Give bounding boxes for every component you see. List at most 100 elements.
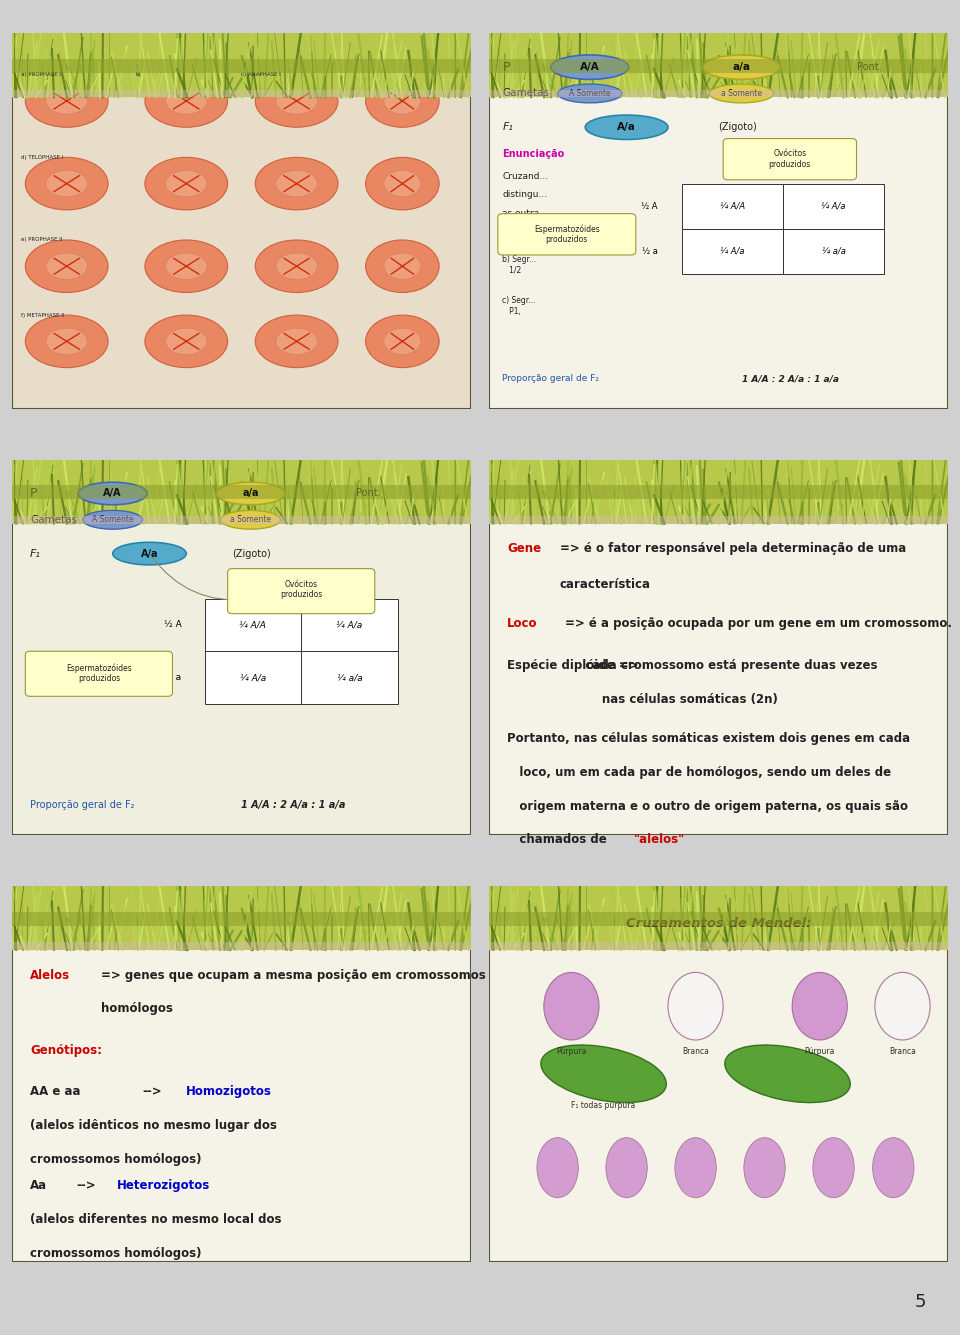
Text: ½ a: ½ a bbox=[341, 579, 358, 589]
Ellipse shape bbox=[276, 171, 318, 196]
Text: ½ A: ½ A bbox=[724, 168, 740, 176]
FancyBboxPatch shape bbox=[12, 33, 471, 97]
FancyBboxPatch shape bbox=[12, 59, 471, 73]
Text: ½ a: ½ a bbox=[164, 673, 181, 682]
Text: Proporção geral de F₂: Proporção geral de F₂ bbox=[502, 374, 599, 383]
Text: ½ A: ½ A bbox=[244, 579, 262, 589]
Bar bbox=[682, 228, 783, 274]
Text: Espermatozóides
produzidos: Espermatozóides produzidos bbox=[66, 663, 132, 684]
Text: homólogos: homólogos bbox=[101, 1003, 173, 1016]
Ellipse shape bbox=[537, 1137, 578, 1197]
Ellipse shape bbox=[25, 240, 108, 292]
Text: 5: 5 bbox=[915, 1294, 926, 1311]
FancyBboxPatch shape bbox=[489, 459, 948, 523]
Bar bbox=[682, 184, 783, 228]
Text: -->: --> bbox=[143, 1085, 162, 1099]
Text: a/a: a/a bbox=[242, 489, 259, 498]
Bar bbox=[301, 598, 397, 651]
Ellipse shape bbox=[709, 84, 774, 103]
Text: -->: --> bbox=[76, 1179, 96, 1192]
Text: 1 A/A : 2 A/a : 1 a/a: 1 A/A : 2 A/a : 1 a/a bbox=[741, 374, 838, 383]
Text: cromossomos homólogos): cromossomos homólogos) bbox=[30, 1152, 202, 1165]
Text: Aa: Aa bbox=[30, 1179, 47, 1192]
Text: a) PROPHASE I: a) PROPHASE I bbox=[21, 72, 60, 77]
Text: chamados de: chamados de bbox=[507, 833, 611, 846]
FancyBboxPatch shape bbox=[489, 59, 948, 73]
Text: Ovócitos
produzidos: Ovócitos produzidos bbox=[280, 579, 323, 599]
FancyBboxPatch shape bbox=[489, 89, 948, 97]
Text: (Zigoto): (Zigoto) bbox=[718, 123, 757, 132]
Text: Branca: Branca bbox=[683, 1047, 709, 1056]
Text: cromossomos homólogos): cromossomos homólogos) bbox=[30, 1247, 202, 1259]
Text: Heterozigotos: Heterozigotos bbox=[117, 1179, 210, 1192]
Text: ½ A: ½ A bbox=[641, 202, 658, 211]
Text: a Somente: a Somente bbox=[230, 515, 271, 525]
FancyBboxPatch shape bbox=[12, 886, 471, 949]
Ellipse shape bbox=[145, 158, 228, 210]
FancyBboxPatch shape bbox=[489, 943, 948, 949]
Text: Púrpura: Púrpura bbox=[804, 1047, 835, 1056]
Text: Espermatozóides
produzidos: Espermatozóides produzidos bbox=[534, 224, 600, 244]
FancyBboxPatch shape bbox=[489, 33, 948, 409]
Text: e) PROPHASE II: e) PROPHASE II bbox=[21, 238, 62, 243]
Ellipse shape bbox=[78, 482, 147, 505]
Ellipse shape bbox=[145, 240, 228, 292]
Ellipse shape bbox=[384, 328, 420, 355]
Text: a Somente: a Somente bbox=[721, 89, 762, 97]
FancyBboxPatch shape bbox=[489, 513, 948, 523]
Text: 1 A/A : 2 A/a : 1 a/a: 1 A/A : 2 A/a : 1 a/a bbox=[242, 800, 346, 810]
Text: a/a: a/a bbox=[732, 63, 751, 72]
FancyBboxPatch shape bbox=[489, 939, 948, 949]
Ellipse shape bbox=[384, 88, 420, 113]
Ellipse shape bbox=[668, 972, 723, 1040]
Text: origem materna e o outro de origem paterna, os quais são: origem materna e o outro de origem pater… bbox=[507, 800, 908, 813]
Ellipse shape bbox=[873, 1137, 914, 1197]
Ellipse shape bbox=[255, 240, 338, 292]
Text: Alelos: Alelos bbox=[30, 969, 70, 981]
Ellipse shape bbox=[165, 171, 207, 196]
Text: (alelos diferentes no mesmo local dos: (alelos diferentes no mesmo local dos bbox=[30, 1212, 281, 1226]
FancyBboxPatch shape bbox=[489, 33, 948, 97]
Text: ½ A: ½ A bbox=[163, 621, 181, 629]
Text: P: P bbox=[502, 60, 510, 73]
Text: F₁: F₁ bbox=[30, 549, 40, 558]
Text: Loco: Loco bbox=[507, 617, 538, 630]
Ellipse shape bbox=[46, 171, 87, 196]
Ellipse shape bbox=[216, 482, 285, 505]
Text: Púrpura: Púrpura bbox=[556, 1047, 587, 1056]
Ellipse shape bbox=[165, 328, 207, 355]
Text: a) F1 he...: a) F1 he... bbox=[502, 232, 540, 242]
FancyBboxPatch shape bbox=[12, 943, 471, 949]
Text: ¼ A/a: ¼ A/a bbox=[720, 247, 745, 256]
Ellipse shape bbox=[675, 1137, 716, 1197]
Text: ¼ a/a: ¼ a/a bbox=[337, 673, 362, 682]
Text: F₁ todas púrpura: F₁ todas púrpura bbox=[571, 1101, 636, 1111]
FancyBboxPatch shape bbox=[489, 485, 948, 499]
Bar bbox=[204, 651, 301, 704]
Ellipse shape bbox=[558, 84, 622, 103]
Text: (Zigoto): (Zigoto) bbox=[232, 549, 271, 558]
FancyBboxPatch shape bbox=[12, 515, 471, 523]
Ellipse shape bbox=[276, 88, 318, 113]
Ellipse shape bbox=[276, 328, 318, 355]
Ellipse shape bbox=[112, 542, 186, 565]
Text: ¼ A/a: ¼ A/a bbox=[336, 621, 363, 629]
Ellipse shape bbox=[25, 158, 108, 210]
FancyBboxPatch shape bbox=[12, 459, 471, 523]
Text: Branca: Branca bbox=[889, 1047, 916, 1056]
Ellipse shape bbox=[25, 315, 108, 367]
Text: Gametas: Gametas bbox=[30, 515, 77, 525]
Text: => é o fator responsável pela determinação de uma: => é o fator responsável pela determinaç… bbox=[560, 542, 906, 555]
Bar bbox=[301, 651, 397, 704]
Text: "alelos": "alelos" bbox=[634, 833, 684, 846]
FancyBboxPatch shape bbox=[489, 886, 948, 949]
Text: Enunciação: Enunciação bbox=[502, 148, 564, 159]
Text: Ovócitos
produzidos: Ovócitos produzidos bbox=[769, 150, 811, 170]
Text: ¼ A/a: ¼ A/a bbox=[240, 673, 266, 682]
Text: característica: característica bbox=[560, 578, 651, 591]
FancyBboxPatch shape bbox=[12, 912, 471, 925]
Ellipse shape bbox=[384, 254, 420, 279]
FancyBboxPatch shape bbox=[25, 651, 173, 697]
Text: Espécie diplóide =>: Espécie diplóide => bbox=[507, 658, 638, 672]
Ellipse shape bbox=[366, 75, 439, 127]
